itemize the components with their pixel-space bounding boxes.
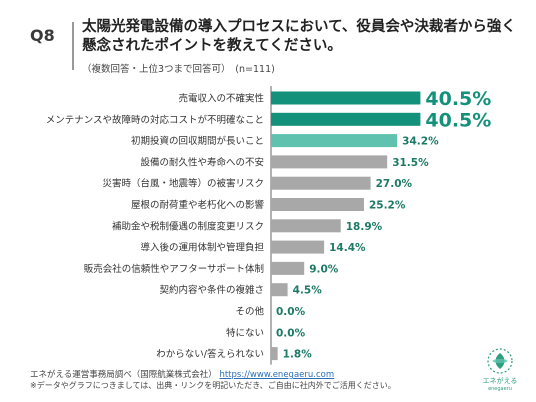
- logo-name: エネがえる: [482, 377, 518, 385]
- category-label: 契約内容や条件の複雑さ: [159, 284, 264, 296]
- bar: [271, 261, 305, 275]
- value-label: 18.9%: [346, 221, 383, 233]
- bar: [271, 176, 371, 190]
- bar: [271, 219, 341, 233]
- category-label: 販売会社の信頼性やアフターサポート体制: [84, 263, 264, 275]
- usage-note: ※データやグラフにつきましては、出典・リンクを明記いただき、ご自由に社内外でご活…: [30, 381, 396, 390]
- category-label: 特にない: [226, 327, 264, 339]
- value-label: 25.2%: [369, 200, 406, 212]
- value-label: 40.5%: [425, 88, 491, 110]
- value-label: 27.0%: [376, 178, 413, 190]
- bar: [271, 134, 398, 148]
- title-divider: [72, 22, 74, 70]
- category-label: メンテナンスや故障時の対応コストが不明確なこと: [46, 114, 264, 126]
- category-label: 屋根の耐荷重や老朽化への影響: [131, 199, 265, 211]
- bar: [271, 155, 388, 169]
- value-label: 40.5%: [425, 109, 491, 131]
- bar: [271, 198, 364, 211]
- value-label: 1.8%: [283, 349, 313, 361]
- value-label: 0.0%: [276, 327, 306, 339]
- category-label: 補助金や税制優遇の制度変更リスク: [112, 220, 264, 232]
- category-label: 初期投資の回収期間が長いこと: [131, 135, 264, 147]
- question-number: Q8: [30, 26, 55, 45]
- logo-sub: enegaeru: [488, 386, 512, 392]
- value-label: 9.0%: [309, 263, 339, 275]
- category-label: 災害時（台風・地震等）の被害リスク: [102, 178, 264, 190]
- bar: [271, 91, 421, 105]
- bar: [271, 240, 325, 254]
- value-label: 14.4%: [329, 242, 366, 254]
- value-label: 0.0%: [276, 306, 306, 318]
- category-label: 売電収入の不確実性: [178, 93, 264, 105]
- bar: [271, 283, 288, 297]
- bar-chart: 売電収入の不確実性 40.5% メンテナンスや故障時の対応コストが不明確なこと 40.…: [46, 86, 491, 365]
- bar: [271, 347, 278, 361]
- source-link[interactable]: https://www.enegaeru.com: [219, 370, 335, 380]
- value-label: 31.5%: [392, 157, 429, 169]
- category-label: その他: [235, 306, 264, 318]
- category-label: 導入後の運用体制や管理負担: [140, 242, 264, 254]
- leaf-circle-logo-icon: [487, 348, 513, 374]
- category-label: わからない/答えられない: [156, 348, 264, 360]
- chart-subtitle: （複数回答・上位3つまで回答可） (n=111): [82, 64, 275, 75]
- source-text: エネがえる運営事務局調べ（国際航業株式会社）: [30, 370, 217, 380]
- source-note: エネがえる運営事務局調べ（国際航業株式会社） https://www.enega…: [30, 368, 334, 380]
- value-label: 34.2%: [402, 136, 439, 148]
- value-label: 4.5%: [293, 285, 323, 297]
- category-label: 設備の耐久性や寿命への不安: [140, 156, 264, 168]
- enegaeru-logo: エネがえる enegaeru: [474, 346, 526, 398]
- chart-title: 太陽光発電設備の導入プロセスにおいて、役員会や決裁者から強く懸念されたポイントを…: [82, 19, 516, 54]
- bar: [271, 112, 421, 126]
